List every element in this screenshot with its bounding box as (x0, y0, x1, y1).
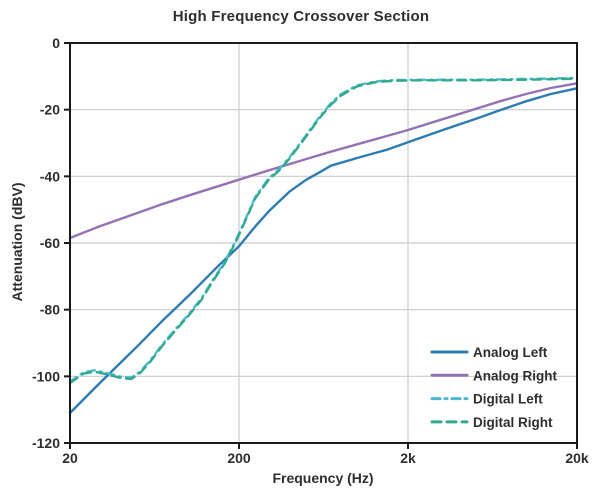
x-tick-label: 20k (565, 450, 589, 466)
legend-label: Analog Right (473, 368, 557, 383)
y-tick-label: -40 (40, 168, 60, 184)
series-line-analog-left (68, 87, 579, 415)
y-tick-label: -20 (40, 102, 60, 118)
y-tick-label: -80 (40, 302, 60, 318)
y-tick-label: -120 (32, 435, 60, 451)
chart-title: High Frequency Crossover Section (172, 8, 430, 25)
series-line-digital-right (68, 77, 579, 385)
x-tick-label: 20 (62, 450, 78, 466)
y-tick-label: -100 (32, 368, 60, 384)
y-tick-label: 0 (52, 35, 60, 51)
series-line-analog-right (68, 82, 579, 240)
x-tick-label: 200 (227, 450, 251, 466)
x-axis-label: Frequency (Hz) (272, 470, 374, 486)
legend-label: Analog Left (473, 345, 548, 360)
legend-label: Digital Left (473, 392, 543, 407)
x-tick-label: 2k (400, 450, 416, 466)
y-tick-label: -60 (40, 235, 60, 251)
legend-label: Digital Right (473, 415, 553, 430)
